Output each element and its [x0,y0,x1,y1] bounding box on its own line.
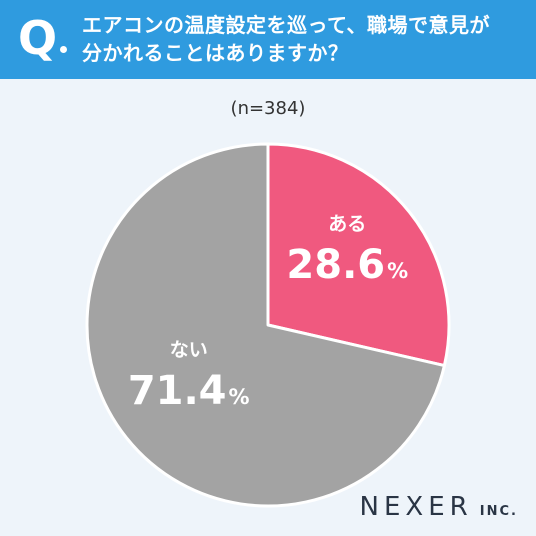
question-line-1: エアコンの温度設定を巡って、職場で意見が [82,13,490,37]
brand-name: NEXER [359,492,473,522]
brand-logo: NEXER INC. [360,492,518,522]
q-dot [60,46,67,53]
pie-slice-yes [266,142,451,368]
sample-size-label: (n=384) [230,98,306,119]
question-header: Q エアコンの温度設定を巡って、職場で意見が 分かれることはありますか？ [0,0,536,79]
pie-label-yes: ある [328,213,366,235]
pie-label-no: ない [170,339,208,361]
question-text: エアコンの温度設定を巡って、職場で意見が 分かれることはありますか？ [82,11,522,67]
q-letter: Q [18,11,58,65]
pie-slice-no [85,142,446,508]
pie-value-no: 71.4% [128,368,250,414]
brand-suffix: INC. [479,504,518,519]
question-line-2: 分かれることはありますか？ [82,41,349,65]
pie-value-yes: 28.6% [286,242,408,288]
